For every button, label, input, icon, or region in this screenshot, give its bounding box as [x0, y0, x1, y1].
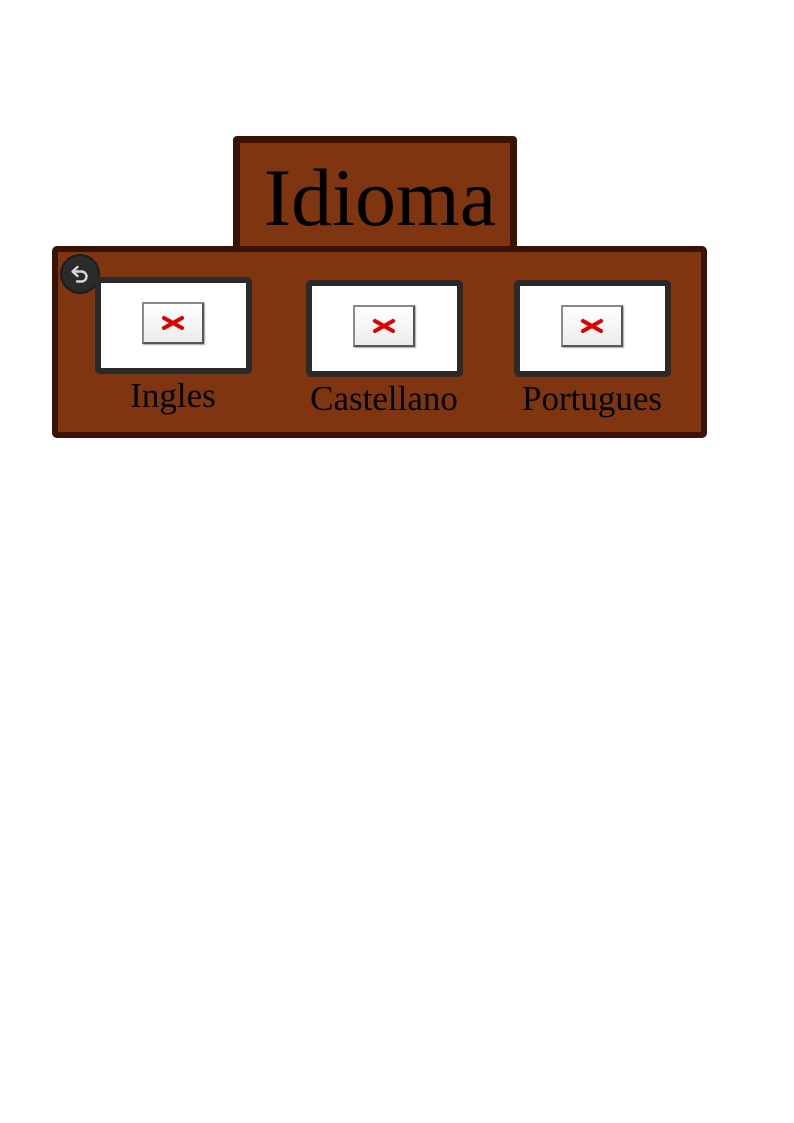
language-label: Portugues [522, 379, 662, 418]
broken-image-icon [142, 301, 204, 344]
title-box: Idioma [233, 136, 517, 254]
language-option-portugues[interactable]: Portugues [504, 280, 680, 421]
language-option-castellano[interactable]: Castellano [296, 280, 472, 421]
broken-image-icon [353, 304, 415, 347]
undo-arrow-icon [71, 265, 88, 283]
back-button[interactable] [62, 256, 98, 292]
flag-frame[interactable] [305, 280, 463, 377]
page-title: Idioma [263, 152, 497, 243]
flag-frame[interactable] [513, 280, 671, 377]
flag-frame[interactable] [94, 277, 252, 374]
language-option-ingles[interactable]: Ingles [85, 277, 261, 418]
broken-image-icon [561, 304, 623, 347]
language-label: Castellano [310, 379, 458, 418]
language-label: Ingles [130, 376, 216, 415]
